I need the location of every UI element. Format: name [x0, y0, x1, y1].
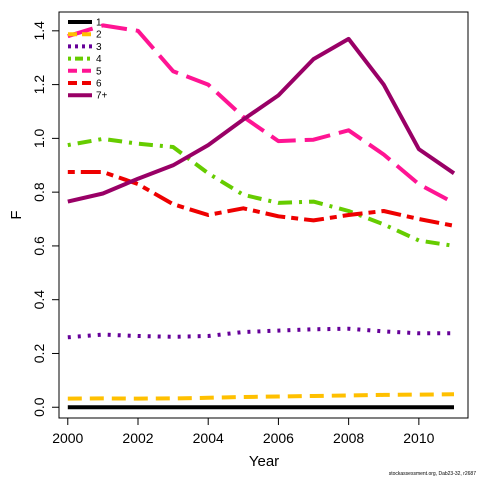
y-axis: 0.0 0.2 0.4 0.6 0.8 1.0 1.2 1.4	[31, 21, 60, 417]
legend-item: 4	[68, 54, 102, 65]
series-line-3	[67, 326, 454, 340]
legend-label: 2	[96, 30, 102, 41]
series-line-7plus	[67, 36, 456, 204]
x-tick-label: 2010	[403, 430, 434, 446]
legend-label: 6	[96, 79, 102, 90]
series-layer	[67, 23, 456, 410]
x-axis: 2000 2002 2004 2006 2008 2010	[52, 417, 435, 446]
legend-label: 3	[96, 42, 102, 53]
legend-item: 1	[68, 18, 102, 29]
y-tick-label: 0.2	[31, 344, 47, 364]
plot-frame	[58, 11, 469, 419]
y-tick-label: 1.2	[31, 75, 47, 95]
x-axis-title: Year	[249, 453, 279, 470]
legend-item: 3	[68, 42, 102, 53]
legend-label: 5	[96, 66, 102, 77]
legend-label: 7+	[96, 91, 108, 102]
x-tick-label: 2006	[263, 430, 294, 446]
footnote: stockassessment.org, Dab23-32, r2687	[388, 471, 476, 477]
y-tick-label: 0.6	[31, 236, 47, 256]
series-line-5	[67, 23, 455, 205]
legend-label: 1	[96, 18, 102, 29]
y-tick-label: 0.0	[31, 397, 47, 417]
series-line-2	[67, 392, 455, 401]
y-tick-label: 1.4	[31, 21, 47, 41]
legend-item: 2	[68, 30, 102, 41]
legend-item: 5	[68, 66, 102, 77]
y-tick-label: 1.0	[31, 128, 47, 148]
x-tick-label: 2008	[333, 430, 364, 446]
legend-item: 6	[68, 79, 102, 90]
x-tick-label: 2000	[52, 430, 83, 446]
legend-label: 4	[96, 54, 102, 65]
y-tick-label: 0.8	[31, 182, 47, 202]
series-line-4	[67, 136, 455, 248]
legend-item: 7+	[68, 91, 108, 102]
y-axis-title: F	[8, 210, 25, 219]
x-tick-label: 2004	[193, 430, 224, 446]
x-tick-label: 2002	[122, 430, 153, 446]
y-tick-label: 0.4	[31, 290, 47, 310]
